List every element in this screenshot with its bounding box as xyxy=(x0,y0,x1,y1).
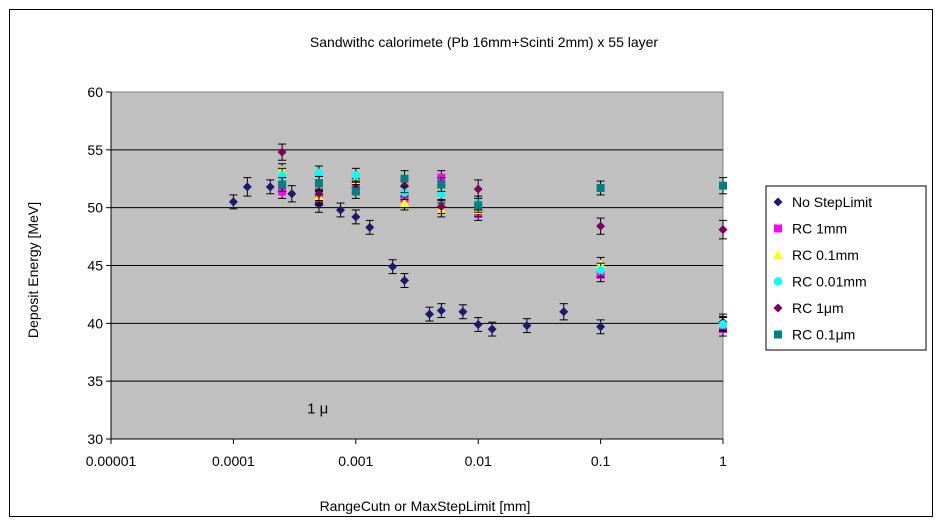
legend-box xyxy=(765,185,927,351)
legend-marker-0 xyxy=(773,197,783,207)
point-0-10 xyxy=(424,309,434,319)
point-0-12 xyxy=(458,307,468,317)
legend-label-0: No StepLimit xyxy=(792,194,872,210)
point-3-7 xyxy=(718,320,728,329)
point-5-4 xyxy=(437,180,446,189)
point-4-1 xyxy=(314,189,324,199)
legend-label-1: RC 1mm xyxy=(792,221,847,237)
y-tick-label-40: 40 xyxy=(87,315,103,331)
point-0-15 xyxy=(522,321,532,331)
legend-marker-4 xyxy=(773,303,783,313)
point-5-1 xyxy=(314,179,323,188)
y-tick-label-60: 60 xyxy=(87,84,103,100)
point-0-9 xyxy=(400,276,410,286)
y-tick-label-55: 55 xyxy=(87,142,103,158)
point-4-4 xyxy=(436,202,446,212)
point-3-1 xyxy=(314,168,324,178)
x-tick-label-0: 0.00001 xyxy=(86,453,137,469)
legend-marker-2 xyxy=(773,250,783,259)
point-5-7 xyxy=(719,181,727,190)
legend: No StepLimit RC 1mm RC 0.1mm RC 0.01mm RC 1μ… xyxy=(765,185,927,351)
point-0-7 xyxy=(365,222,375,232)
y-tick-labels: 30 35 40 45 50 55 60 xyxy=(87,84,111,447)
y-axis-label: Deposit Energy [MeV] xyxy=(25,202,41,338)
y-tick-label-45: 45 xyxy=(87,258,103,274)
point-0-0 xyxy=(228,197,238,207)
series-5 xyxy=(278,170,727,213)
legend-marker-3 xyxy=(773,277,783,286)
legend-marker-1 xyxy=(774,224,782,233)
y-tick-label-35: 35 xyxy=(87,373,103,389)
legend-marker-5 xyxy=(774,330,782,339)
point-5-2 xyxy=(351,187,360,196)
legend-label-5: RC 0.1μm xyxy=(792,327,855,343)
y-tick-label-30: 30 xyxy=(87,431,103,447)
point-0-2 xyxy=(265,182,275,192)
point-5-3 xyxy=(400,174,409,183)
chart-frame: Sandwithc calorimete (Pb 16mm+Scinti 2mm… xyxy=(9,9,933,517)
point-0-1 xyxy=(242,182,252,192)
chart-svg: Sandwithc calorimete (Pb 16mm+Scinti 2mm… xyxy=(25,34,927,514)
point-3-2 xyxy=(351,171,360,180)
x-tick-label-3: 0.01 xyxy=(465,453,492,469)
annotation-1-micro: 1 μ xyxy=(307,401,328,418)
x-axis-label: RangeCutn or MaxStepLimit [mm] xyxy=(320,498,531,514)
point-0-8 xyxy=(388,262,398,272)
legend-label-4: RC 1μm xyxy=(792,300,844,316)
point-4-7 xyxy=(718,225,728,235)
point-0-5 xyxy=(336,205,346,215)
legend-label-2: RC 0.1mm xyxy=(792,247,859,263)
point-5-6 xyxy=(596,184,605,193)
point-4-0 xyxy=(277,147,287,157)
x-tick-label-4: 0.1 xyxy=(591,453,611,469)
grid-lines xyxy=(111,149,723,382)
point-5-0 xyxy=(278,180,287,189)
point-0-16 xyxy=(559,307,569,317)
legend-label-3: RC 0.01mm xyxy=(792,274,867,290)
point-0-17 xyxy=(596,322,606,332)
point-5-5 xyxy=(474,201,483,210)
point-0-6 xyxy=(351,212,361,222)
x-tick-label-2: 0.001 xyxy=(338,453,373,469)
x-tick-labels: 0.00001 0.0001 0.001 0.01 0.1 1 xyxy=(86,439,727,469)
data-marks xyxy=(228,143,728,337)
point-0-13 xyxy=(473,319,483,329)
y-tick-label-50: 50 xyxy=(87,200,103,216)
point-0-11 xyxy=(436,306,446,316)
point-2-3 xyxy=(399,198,410,208)
point-3-6 xyxy=(596,265,605,275)
point-4-5 xyxy=(473,184,483,194)
chart-title: Sandwithc calorimete (Pb 16mm+Scinti 2mm… xyxy=(310,34,659,50)
point-0-14 xyxy=(487,324,497,334)
point-0-3 xyxy=(287,189,297,199)
x-tick-label-5: 1 xyxy=(719,453,727,469)
point-4-6 xyxy=(596,221,606,231)
x-tick-label-1: 0.0001 xyxy=(212,453,255,469)
